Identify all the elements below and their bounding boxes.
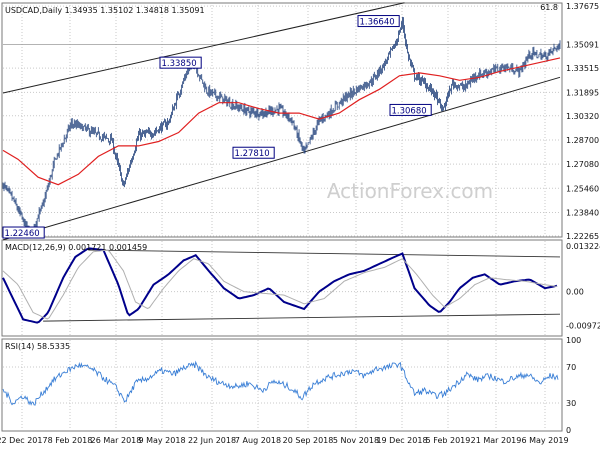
macd-tick-label: 0.013224 [566, 242, 600, 251]
x-tick-label: 19 Dec 2018 [376, 436, 427, 445]
x-tick-label: 21 Mar 2019 [471, 436, 522, 445]
rsi-tick-label: 70 [566, 363, 576, 372]
price-tick-label: 1.22265 [566, 232, 599, 241]
price-annotation-label: 1.22460 [5, 229, 40, 239]
price-tick-label: 1.25460 [566, 184, 599, 193]
price-tick-label: 1.33515 [566, 64, 599, 73]
macd-layer [2, 247, 561, 324]
price-annotation-box [159, 56, 202, 69]
macd-panel-frame [1, 239, 563, 337]
channel-line [2, 2, 405, 94]
moving-average-line [2, 57, 561, 186]
x-tick-label: 5 Feb 2019 [426, 436, 471, 445]
price-annotation-label: 1.27810 [235, 149, 270, 159]
price-tick-label: 1.28700 [566, 136, 599, 145]
price-annotation-label: 1.30680 [392, 106, 427, 116]
macd-header: MACD(12,26,9) 0.001721 0.001459 [5, 243, 147, 252]
macd-trend-line [43, 313, 561, 322]
price-annotation-box [2, 226, 45, 239]
signal-line [2, 249, 558, 320]
x-tick-label: 26 Mar 2018 [91, 436, 142, 445]
macd-line [2, 247, 558, 324]
watermark-layer: ActionForex.com [327, 179, 493, 203]
x-tick-label: 6 May 2019 [521, 436, 568, 445]
rsi-panel-frame [1, 338, 563, 432]
rsi-header: RSI(14) 58.5335 [5, 342, 70, 351]
macd-tick-label: 0.00 [566, 288, 584, 297]
rsi-tick-label: 100 [566, 336, 581, 345]
rsi-tick-label: 30 [566, 399, 576, 408]
price-tick-label: 1.31895 [566, 88, 599, 97]
channel-line [2, 76, 561, 241]
price-annotation-label: 1.33850 [162, 59, 197, 69]
price-tick-label: 1.23840 [566, 208, 599, 217]
price-tick-label: 1.37675 [566, 2, 599, 11]
x-tick-label: 22 Dec 2017 [0, 436, 48, 445]
x-tick-label: 20 Sep 2018 [283, 436, 334, 445]
macd-trend-line [88, 249, 561, 258]
x-tick-label: 5 Nov 2018 [333, 436, 379, 445]
price-annotation-label: 1.36640 [360, 18, 395, 28]
price-panel-frame [1, 2, 563, 238]
price-header: USDCAD,Daily 1.34935 1.35102 1.34818 1.3… [5, 6, 205, 15]
rsi-layer [2, 360, 559, 406]
rsi-tick-label: 0 [566, 426, 571, 435]
x-tick-label: 7 Aug 2018 [235, 436, 281, 445]
price-layer: 1.22460 1.33850 1.27810 1.36640 1.30680 [2, 2, 561, 241]
x-tick-label: 22 Jun 2018 [188, 436, 236, 445]
fib-level-label: 61.8 [540, 3, 558, 12]
price-annotation-box [357, 15, 400, 28]
price-tick-label: 1.30320 [566, 112, 599, 121]
price-tick-label: 1.27080 [566, 160, 599, 169]
x-tick-label: 8 Feb 2018 [48, 436, 93, 445]
watermark: ActionForex.com [327, 179, 493, 203]
rsi-line [2, 360, 559, 406]
x-tick-label: 9 May 2018 [138, 436, 185, 445]
price-annotation-box [389, 103, 432, 116]
price-tick-label: 1.35091 [566, 41, 599, 50]
price-annotation-box [232, 146, 275, 159]
